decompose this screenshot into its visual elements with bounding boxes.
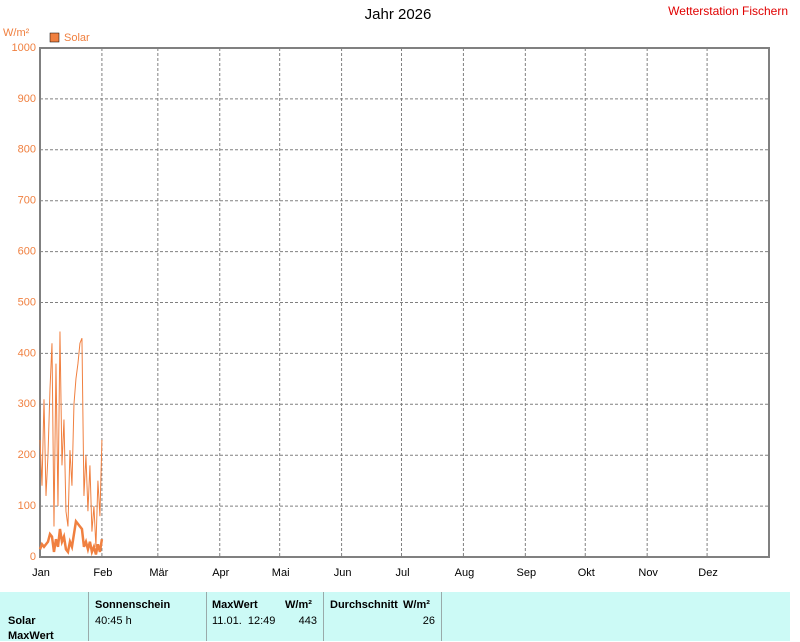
x-tick-label: Jan <box>32 567 50 579</box>
legend-label: Solar <box>64 32 90 44</box>
chart-title: Jahr 2026 <box>365 6 432 23</box>
y-tick-label: 1000 <box>12 42 36 54</box>
plot-border <box>39 47 770 558</box>
header-cell: MaxWert <box>212 599 258 611</box>
station-name: Wetterstation Fischern <box>668 4 788 18</box>
y-tick-label: 800 <box>18 144 36 156</box>
y-tick-label: 200 <box>18 449 36 461</box>
x-tick-label: Mär <box>149 567 168 579</box>
x-tick-label: Sep <box>517 567 537 579</box>
x-tick-label: Aug <box>455 567 475 579</box>
y-tick-label: 900 <box>18 93 36 105</box>
cell: 11.01. 12:49 <box>212 615 276 627</box>
x-tick-label: Jul <box>395 567 409 579</box>
cell: 443 <box>298 615 317 627</box>
header-cell: Sonnenschein <box>95 599 171 611</box>
cell: 26 <box>422 615 435 627</box>
column-separator <box>441 592 442 641</box>
y-axis-label: W/m² <box>3 27 30 39</box>
x-tick-label: Mai <box>272 567 290 579</box>
cell: 40:45 h <box>95 615 132 627</box>
x-tick-label: Nov <box>638 567 658 579</box>
y-tick-label: 100 <box>18 500 36 512</box>
column-separator <box>323 592 324 641</box>
header-cell: W/m² <box>403 599 430 611</box>
column-separator <box>88 592 89 641</box>
y-tick-label: 600 <box>18 246 36 258</box>
data-line <box>38 518 104 557</box>
y-tick-label: 500 <box>18 296 36 308</box>
y-tick-label: 300 <box>18 398 36 410</box>
chart: Jahr 2026 Wetterstation Fischern W/m² 0 1… <box>3 4 788 579</box>
x-tick-label: Dez <box>698 567 718 579</box>
y-tick-label: 700 <box>18 195 36 207</box>
x-tick-label: Jun <box>334 567 352 579</box>
legend-swatch <box>49 32 60 43</box>
x-tick-label: Okt <box>578 567 595 579</box>
x-tick-label: Apr <box>212 567 229 579</box>
header-cell: Durchschnitt <box>330 599 398 611</box>
column-separator <box>206 592 207 641</box>
row-label: Solar <box>8 615 36 627</box>
header-cell: W/m² <box>285 599 312 611</box>
row-label: MaxWert <box>8 630 54 642</box>
summary-table: Sonnenschein MaxWert W/m² Durchschnitt W… <box>0 592 790 642</box>
data-line <box>39 331 103 547</box>
x-tick-label: Feb <box>93 567 112 579</box>
y-tick-label: 400 <box>18 347 36 359</box>
y-tick-label: 0 <box>30 551 36 563</box>
